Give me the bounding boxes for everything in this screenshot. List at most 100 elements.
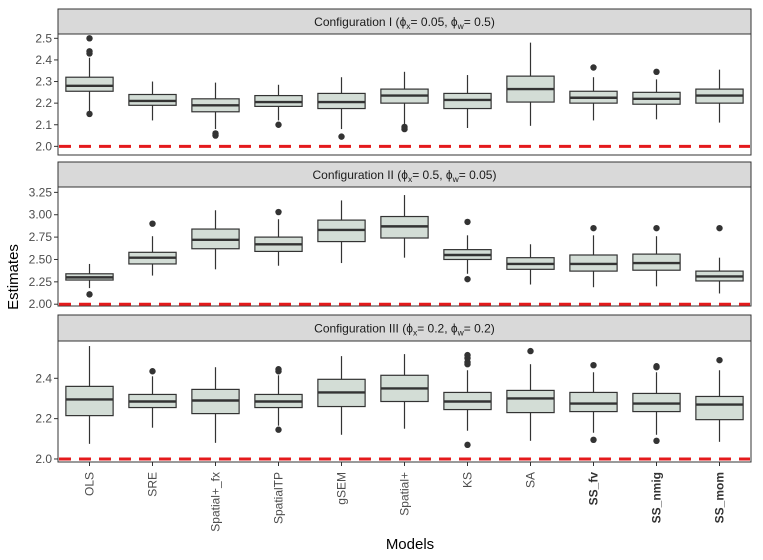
x-tick-label: SS_fv (587, 472, 601, 506)
outlier-point (464, 351, 471, 359)
box-SpatialTP (254, 366, 303, 433)
box-SS_nmig (632, 68, 681, 120)
outlier-point (464, 218, 471, 226)
x-tick-label: Spatial+ (398, 472, 412, 516)
x-axis-title: Models (386, 536, 434, 553)
outlier-point (464, 441, 471, 449)
box-OLS (65, 35, 114, 118)
y-tick-label: 2.0 (35, 452, 52, 466)
outlier-point (653, 224, 660, 232)
box-KS (443, 218, 492, 283)
outlier-point (86, 35, 93, 42)
x-tick-label: Spatial+_fx (209, 472, 223, 532)
x-tick-label: SS_nmig (650, 472, 664, 523)
outlier-point (653, 437, 660, 445)
panel-strip (57, 161, 752, 188)
x-tick-label: SpatialTP (272, 472, 286, 524)
outlier-point (86, 291, 93, 298)
panel-strip-title: Configuration III (ϕx= 0.2, ϕw= 0.2) (314, 322, 495, 338)
outlier-point (275, 121, 282, 128)
x-tick-label: SA (524, 472, 538, 488)
x-tick-label: SRE (146, 472, 160, 497)
box-Spatial+ (380, 71, 429, 133)
y-tick-label: 2.3 (35, 75, 52, 89)
y-tick-label: 2.25 (29, 275, 53, 289)
outlier-point (86, 48, 93, 55)
box-SRE (128, 81, 177, 121)
box-Spatial+ (380, 354, 429, 429)
facet-panels: Configuration I (ϕx= 0.05, ϕw= 0.5) 2.0 2.… (29, 8, 752, 466)
box-SRE (128, 220, 177, 276)
box-SA (506, 347, 555, 441)
y-tick-label: 2.4 (35, 371, 52, 385)
box-iqr (695, 395, 744, 421)
outlier-point (590, 224, 597, 232)
outlier-point (401, 123, 408, 131)
box-SS_fv (569, 64, 618, 121)
panel-strip-title: Configuration I (ϕx= 0.05, ϕw= 0.5) (314, 15, 495, 31)
y-tick-label: 2.4 (35, 53, 52, 67)
panel-2: Configuration II (ϕx= 0.5, ϕw= 0.05) 2.00… (29, 161, 752, 311)
panel-strip-title: Configuration II (ϕx= 0.5, ϕw= 0.05) (313, 168, 497, 184)
outlier-point (527, 347, 534, 355)
x-tick-label: gSEM (335, 472, 349, 505)
box-OLS (65, 263, 114, 298)
box-SS_nmig (632, 363, 681, 445)
box-KS (443, 351, 492, 449)
x-tick-label: SS_mom (713, 472, 727, 523)
box-gSEM (317, 200, 366, 264)
box-Spatial+_fx (191, 367, 240, 443)
box-SS_mom (695, 356, 744, 442)
outlier-point (716, 224, 723, 232)
box-SA (506, 42, 555, 126)
outlier-point (590, 436, 597, 444)
y-tick-label: 2.5 (35, 31, 52, 45)
box-Spatial+ (380, 195, 429, 258)
panel-strip (57, 314, 752, 342)
box-SA (506, 244, 555, 285)
outlier-point (149, 220, 156, 227)
outlier-point (590, 64, 597, 71)
outlier-point (338, 133, 345, 140)
y-tick-label: 2.50 (29, 252, 53, 266)
box-SpatialTP (254, 84, 303, 128)
y-tick-label: 2.1 (35, 118, 52, 132)
outlier-point (275, 426, 282, 433)
box-Spatial+_fx (191, 210, 240, 270)
outlier-point (275, 366, 282, 373)
panel-3: Configuration III (ϕx= 0.2, ϕw= 0.2) 2.0 2… (35, 314, 752, 466)
outlier-point (464, 275, 471, 283)
y-tick-label: 3.00 (29, 208, 53, 222)
box-SS_fv (569, 224, 618, 288)
box-iqr (569, 391, 618, 413)
box-OLS (65, 346, 114, 444)
outlier-point (716, 356, 723, 364)
outlier-point (275, 208, 282, 216)
y-tick-label: 2.2 (35, 96, 52, 110)
x-tick-label: OLS (83, 472, 97, 496)
box-SS_mom (695, 224, 744, 294)
box-iqr (506, 389, 555, 414)
panel-1: Configuration I (ϕx= 0.05, ϕw= 0.5) 2.0 2.… (35, 8, 752, 156)
y-tick-label: 2.75 (29, 230, 53, 244)
y-tick-label: 2.0 (35, 139, 52, 153)
y-tick-label: 2.00 (29, 297, 53, 311)
outlier-point (86, 110, 93, 118)
y-tick-label: 2.2 (35, 412, 52, 426)
y-axis-title: Estimates (5, 244, 22, 310)
x-axis-ticks: OLS SRE Spatial+_fx SpatialTP gSEM Spatial+ KS… (83, 472, 727, 532)
box-SS_mom (695, 69, 744, 123)
x-tick-label: KS (461, 472, 475, 488)
box-gSEM (317, 356, 366, 435)
box-SS_fv (569, 362, 618, 444)
outlier-point (149, 368, 156, 375)
y-tick-label: 3.25 (29, 185, 53, 199)
box-iqr (65, 76, 114, 92)
box-SpatialTP (254, 208, 303, 266)
box-iqr (65, 385, 114, 417)
outlier-point (590, 362, 597, 369)
box-Spatial+_fx (191, 82, 240, 139)
outlier-point (212, 130, 219, 137)
box-KS (443, 75, 492, 128)
